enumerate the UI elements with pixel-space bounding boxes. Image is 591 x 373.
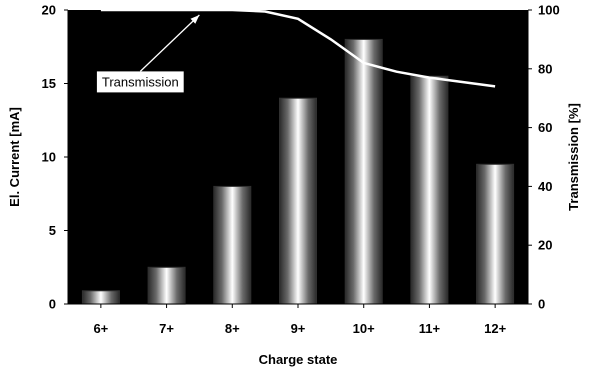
x-tick-label: 8+: [225, 321, 240, 336]
right-tick-label: 40: [538, 179, 552, 194]
right-tick-label: 0: [538, 297, 545, 312]
x-axis-title: Charge state: [259, 352, 338, 367]
left-tick-label: 10: [42, 150, 56, 165]
x-tick-label: 12+: [484, 321, 506, 336]
x-tick-label: 10+: [353, 321, 375, 336]
annotation-box: [96, 71, 184, 93]
x-tick-label: 9+: [291, 321, 306, 336]
bar-6+: [81, 290, 120, 305]
y-axis-title-left: El. Current [mA]: [7, 107, 22, 207]
right-tick-label: 80: [538, 61, 552, 76]
right-tick-label: 20: [538, 238, 552, 253]
transmission-line: [100, 8, 496, 88]
left-tick-label: 5: [49, 223, 56, 238]
bar-10+: [344, 38, 383, 305]
transmission-annotation: Transmission: [96, 14, 200, 93]
bar-7+: [147, 266, 186, 305]
left-axis: 0 5 10 15 20: [42, 3, 69, 312]
annotation-label: Transmission: [102, 74, 179, 89]
bars: [81, 38, 515, 305]
annotation-arrowhead: [190, 15, 200, 24]
bar-8+: [213, 185, 252, 305]
left-tick-label: 0: [49, 297, 56, 312]
right-tick-label: 60: [538, 120, 552, 135]
y-axis-title-right: Transmission [%]: [566, 103, 581, 211]
x-tick-label: 7+: [159, 321, 174, 336]
annotation-arrow: [139, 14, 200, 72]
bar-11+: [410, 75, 449, 305]
right-axis: 0 20 40 60 80 100: [527, 3, 560, 312]
left-tick-label: 20: [42, 3, 56, 18]
left-tick-label: 15: [42, 76, 56, 91]
bar-9+: [279, 97, 317, 305]
bar-12+: [476, 163, 515, 305]
x-tick-label: 6+: [93, 321, 108, 336]
x-tick-label: 11+: [419, 321, 441, 336]
right-tick-label: 100: [538, 3, 560, 18]
x-axis: 6+ 7+ 8+ 9+ 10+ 11+ 12+: [68, 303, 528, 336]
